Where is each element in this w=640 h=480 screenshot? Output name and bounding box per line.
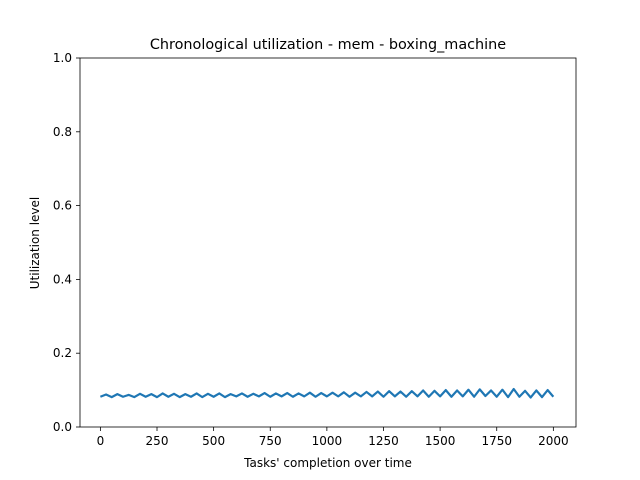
x-tick-label: 1250 [368,434,399,448]
plot-frame [79,57,577,428]
y-tick-label: 1.0 [53,51,72,65]
x-tick-label: 0 [97,434,105,448]
y-tick-label: 0.0 [53,420,72,434]
y-tick-label: 0.8 [53,125,72,139]
y-tick-label: 0.2 [53,346,72,360]
x-tick-label: 1000 [312,434,343,448]
chart-title: Chronological utilization - mem - boxing… [150,37,506,53]
y-axis: 0.0 0.2 0.4 0.6 0.8 1.0 [53,51,80,434]
y-axis-label: Utilization level [28,197,42,289]
x-axis-label: Tasks' completion over time [243,456,412,470]
x-tick-label: 1500 [425,434,456,448]
x-tick-label: 250 [146,434,169,448]
x-axis: 0 250 500 750 1000 1250 1500 1750 2000 [97,427,569,448]
plot-area [99,387,555,399]
x-tick-label: 500 [202,434,225,448]
series-line-0 [99,387,555,399]
y-tick-label: 0.6 [53,199,72,213]
x-tick-label: 1750 [481,434,512,448]
y-tick-label: 0.4 [53,272,72,286]
x-tick-label: 2000 [538,434,569,448]
x-tick-label: 750 [259,434,282,448]
